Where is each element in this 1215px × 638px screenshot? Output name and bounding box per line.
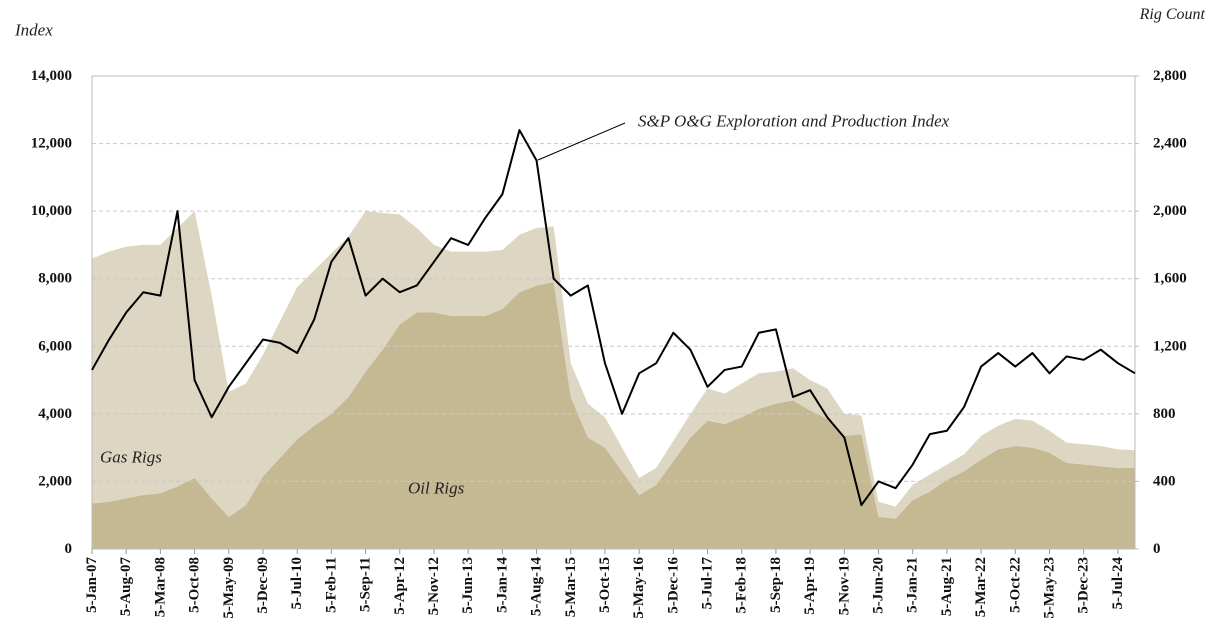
y2-tick-label: 1,600 [1153, 271, 1187, 287]
x-tick-label: 5-Mar-22 [973, 557, 989, 617]
y-tick-label: 12,000 [31, 136, 72, 152]
y-tick-label: 10,000 [31, 203, 72, 219]
x-tick-label: 5-Dec-16 [665, 557, 681, 614]
x-tick-label: 5-Apr-12 [392, 557, 408, 615]
x-tick-label: 5-Nov-12 [426, 557, 442, 615]
x-tick-label: 5-Sep-11 [358, 557, 374, 612]
x-tick-label: 5-Feb-11 [323, 557, 339, 613]
y2-tick-label: 2,000 [1153, 203, 1187, 219]
y2-tick-label: 2,400 [1153, 136, 1187, 152]
x-tick-label: 5-Jul-24 [1110, 557, 1126, 610]
x-tick-label: 5-May-16 [631, 557, 647, 619]
x-tick-label: 5-Apr-19 [802, 557, 818, 615]
x-tick-label: 5-Oct-22 [1007, 557, 1023, 613]
y2-tick-label: 0 [1153, 541, 1161, 557]
x-tick-label: 5-Dec-09 [255, 557, 271, 614]
plot-frame [91, 75, 1136, 550]
y-tick-label: 14,000 [31, 68, 72, 84]
line [91, 129, 1136, 507]
x-tick-label: 5-Oct-08 [187, 557, 203, 613]
y-tick-label: 0 [65, 541, 73, 557]
x-tick-label: 5-Mar-08 [152, 557, 168, 617]
y-tick-label: 2,000 [38, 473, 72, 489]
area [92, 282, 1135, 549]
y-tick-label: 4,000 [38, 406, 72, 422]
x-tick-label: 5-Dec-23 [1076, 557, 1092, 614]
leader-line [537, 122, 626, 161]
y2-tick-label: 2,800 [1153, 68, 1187, 84]
x-tick-label: 5-Jul-17 [700, 557, 716, 610]
x-tick-label: 5-May-09 [221, 557, 237, 619]
y-tick-label: 6,000 [38, 338, 72, 354]
y2-tick-label: 400 [1153, 473, 1176, 489]
y-axis-label: Index [14, 21, 53, 40]
x-tick-label: 5-Oct-15 [597, 557, 613, 613]
x-tick-label: 5-Jun-20 [871, 557, 887, 614]
area [92, 211, 1135, 519]
y2-tick-label: 1,200 [1153, 338, 1187, 354]
oil-annotation: Oil Rigs [408, 479, 465, 498]
x-tick-label: 5-Aug-07 [118, 557, 134, 617]
x-tick-label: 5-Jun-13 [460, 557, 476, 614]
x-tick-label: 5-Sep-18 [768, 557, 784, 613]
x-tick-label: 5-Aug-14 [529, 557, 545, 617]
x-tick-label: 5-Jul-10 [289, 557, 305, 610]
ticks: 0 2,000 4,000 6,000 8,000 10,000 12,000 14,000 0… [31, 68, 1187, 619]
x-tick-label: 5-Jan-21 [905, 557, 921, 613]
x-tick-label: 5-Feb-18 [734, 557, 750, 614]
areas [92, 211, 1135, 549]
y-tick-label: 8,000 [38, 271, 72, 287]
x-tick-label: 5-Jan-07 [84, 557, 100, 613]
gas-annotation: Gas Rigs [100, 448, 162, 467]
y2-tick-label: 800 [1153, 406, 1176, 422]
index-annotation: S&P O&G Exploration and Production Index [638, 112, 950, 131]
x-tick-label: 5-Mar-15 [563, 557, 579, 617]
x-tick-label: 5-Nov-19 [836, 557, 852, 615]
x-tick-label: 5-Aug-21 [939, 557, 955, 616]
lines [91, 129, 1136, 507]
y2-axis-label: Rig Count [1139, 6, 1205, 23]
x-tick-label: 5-Jan-14 [494, 557, 510, 613]
x-tick-label: 5-May-23 [1042, 557, 1058, 619]
